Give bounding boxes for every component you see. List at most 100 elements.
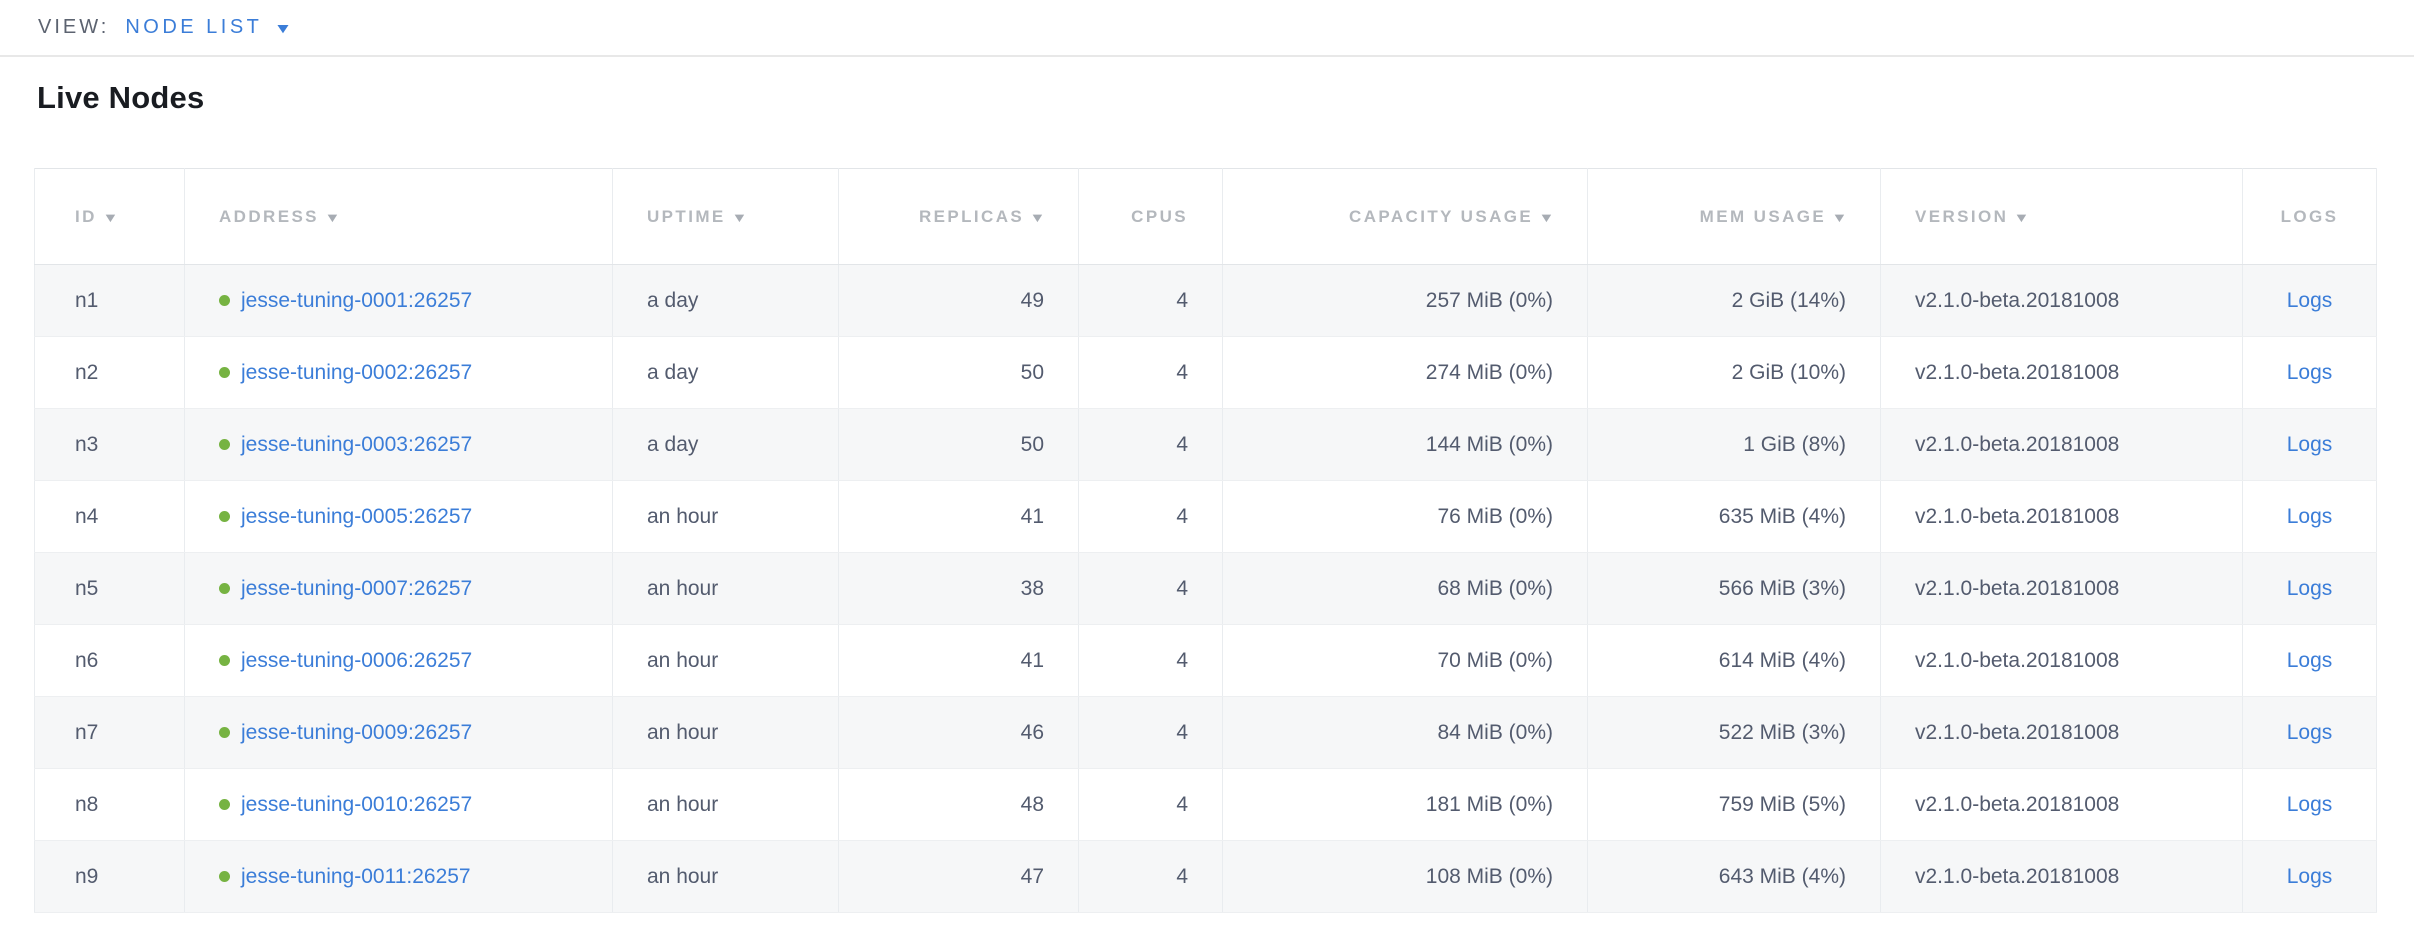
cpus-value: 4 xyxy=(1176,648,1188,672)
node-address-link[interactable]: jesse-tuning-0009:26257 xyxy=(241,720,473,744)
replicas-cell: 41 xyxy=(838,480,1079,553)
column-header-label: VERSION xyxy=(1915,206,2009,226)
mem-value: 2 GiB (14%) xyxy=(1731,288,1846,312)
uptime-cell: an hour xyxy=(612,624,839,697)
id-value: n3 xyxy=(75,432,99,456)
version-value: v2.1.0-beta.20181008 xyxy=(1915,360,2120,384)
node-logs-link[interactable]: Logs xyxy=(2286,432,2333,456)
capacity-value: 70 MiB (0%) xyxy=(1437,648,1553,672)
address-cell: jesse-tuning-0005:26257 xyxy=(184,480,613,553)
table-row: n1 jesse-tuning-0001:26257 a day 49 4 257 MiB… xyxy=(34,264,2377,337)
version-value: v2.1.0-beta.20181008 xyxy=(1915,288,2120,312)
logs-cell: Logs xyxy=(2242,696,2377,769)
chevron-down-icon: ▼ xyxy=(273,19,293,36)
id-value: n6 xyxy=(75,648,99,672)
node-address-link[interactable]: jesse-tuning-0010:26257 xyxy=(241,792,473,816)
mem-value: 522 MiB (3%) xyxy=(1718,720,1846,744)
column-header-uptime[interactable]: UPTIME ▼ xyxy=(612,168,839,265)
column-header-mem[interactable]: MEM USAGE ▼ xyxy=(1587,168,1881,265)
version-cell: v2.1.0-beta.20181008 xyxy=(1880,408,2243,481)
replicas-cell: 38 xyxy=(838,552,1079,625)
version-value: v2.1.0-beta.20181008 xyxy=(1915,432,2120,456)
column-header-id[interactable]: ID ▼ xyxy=(34,168,185,265)
column-header-label: LOGS xyxy=(2280,206,2339,226)
uptime-value: an hour xyxy=(647,648,719,672)
node-address-link[interactable]: jesse-tuning-0003:26257 xyxy=(241,432,473,456)
uptime-cell: a day xyxy=(612,336,839,409)
uptime-cell: an hour xyxy=(612,696,839,769)
node-logs-link[interactable]: Logs xyxy=(2286,864,2333,888)
version-value: v2.1.0-beta.20181008 xyxy=(1915,864,2120,888)
version-value: v2.1.0-beta.20181008 xyxy=(1915,504,2120,528)
column-header-address[interactable]: ADDRESS ▼ xyxy=(184,168,613,265)
node-live-status-icon xyxy=(219,870,230,882)
node-logs-link[interactable]: Logs xyxy=(2286,792,2333,816)
cpus-cell: 4 xyxy=(1078,480,1223,553)
address-cell: jesse-tuning-0002:26257 xyxy=(184,336,613,409)
capacity-cell: 68 MiB (0%) xyxy=(1222,552,1588,625)
cpus-value: 4 xyxy=(1176,288,1188,312)
version-cell: v2.1.0-beta.20181008 xyxy=(1880,624,2243,697)
mem-cell: 566 MiB (3%) xyxy=(1587,552,1881,625)
node-logs-link[interactable]: Logs xyxy=(2286,504,2333,528)
id-cell: n1 xyxy=(34,264,185,337)
table-row: n8 jesse-tuning-0010:26257 an hour 48 4 181 M… xyxy=(34,768,2377,841)
logs-cell: Logs xyxy=(2242,624,2377,697)
capacity-cell: 70 MiB (0%) xyxy=(1222,624,1588,697)
header-row: ID ▼ ADDRESS ▼ UPTIME ▼ REPLICAS ▼ CPUS CAPACITY … xyxy=(34,168,2377,265)
column-header-label: UPTIME xyxy=(647,206,726,226)
node-logs-link[interactable]: Logs xyxy=(2286,576,2333,600)
address-cell: jesse-tuning-0011:26257 xyxy=(184,840,613,913)
sort-desc-icon: ▼ xyxy=(2013,209,2030,225)
table-row: n5 jesse-tuning-0007:26257 an hour 38 4 68 Mi… xyxy=(34,552,2377,625)
capacity-cell: 181 MiB (0%) xyxy=(1222,768,1588,841)
node-logs-link[interactable]: Logs xyxy=(2286,288,2333,312)
node-logs-link[interactable]: Logs xyxy=(2286,360,2333,384)
sort-desc-icon: ▼ xyxy=(1538,209,1555,225)
column-header-label: ID xyxy=(75,206,97,226)
version-cell: v2.1.0-beta.20181008 xyxy=(1880,768,2243,841)
capacity-value: 68 MiB (0%) xyxy=(1437,576,1553,600)
replicas-value: 49 xyxy=(1020,288,1044,312)
id-cell: n7 xyxy=(34,696,185,769)
capacity-value: 76 MiB (0%) xyxy=(1437,504,1553,528)
uptime-value: an hour xyxy=(647,864,719,888)
column-header-version[interactable]: VERSION ▼ xyxy=(1880,168,2243,265)
uptime-cell: a day xyxy=(612,408,839,481)
node-address-link[interactable]: jesse-tuning-0006:26257 xyxy=(241,648,473,672)
cpus-cell: 4 xyxy=(1078,696,1223,769)
column-header-replicas[interactable]: REPLICAS ▼ xyxy=(838,168,1079,265)
uptime-value: an hour xyxy=(647,720,719,744)
table-row: n4 jesse-tuning-0005:26257 an hour 41 4 76 Mi… xyxy=(34,480,2377,553)
node-live-status-icon xyxy=(219,510,230,522)
node-address-link[interactable]: jesse-tuning-0007:26257 xyxy=(241,576,473,600)
sort-desc-icon: ▼ xyxy=(731,209,748,225)
logs-cell: Logs xyxy=(2242,768,2377,841)
table-row: n2 jesse-tuning-0002:26257 a day 50 4 274 MiB… xyxy=(34,336,2377,409)
uptime-value: an hour xyxy=(647,792,719,816)
sort-desc-icon: ▼ xyxy=(1029,209,1046,225)
node-logs-link[interactable]: Logs xyxy=(2286,648,2333,672)
version-cell: v2.1.0-beta.20181008 xyxy=(1880,552,2243,625)
version-value: v2.1.0-beta.20181008 xyxy=(1915,720,2120,744)
node-address-link[interactable]: jesse-tuning-0001:26257 xyxy=(241,288,473,312)
node-logs-link[interactable]: Logs xyxy=(2286,720,2333,744)
logs-cell: Logs xyxy=(2242,840,2377,913)
node-address-link[interactable]: jesse-tuning-0002:26257 xyxy=(241,360,473,384)
logs-cell: Logs xyxy=(2242,264,2377,337)
uptime-cell: an hour xyxy=(612,480,839,553)
logs-cell: Logs xyxy=(2242,408,2377,481)
replicas-cell: 41 xyxy=(838,624,1079,697)
id-cell: n5 xyxy=(34,552,185,625)
capacity-cell: 84 MiB (0%) xyxy=(1222,696,1588,769)
uptime-value: an hour xyxy=(647,504,719,528)
column-header-label: ADDRESS xyxy=(219,206,319,226)
address-cell: jesse-tuning-0003:26257 xyxy=(184,408,613,481)
mem-value: 643 MiB (4%) xyxy=(1718,864,1846,888)
view-dropdown[interactable]: NODE LIST ▼ xyxy=(125,16,293,39)
node-address-link[interactable]: jesse-tuning-0011:26257 xyxy=(241,864,471,888)
cpus-value: 4 xyxy=(1176,792,1188,816)
mem-cell: 2 GiB (14%) xyxy=(1587,264,1881,337)
column-header-capacity[interactable]: CAPACITY USAGE ▼ xyxy=(1222,168,1588,265)
node-address-link[interactable]: jesse-tuning-0005:26257 xyxy=(241,504,473,528)
